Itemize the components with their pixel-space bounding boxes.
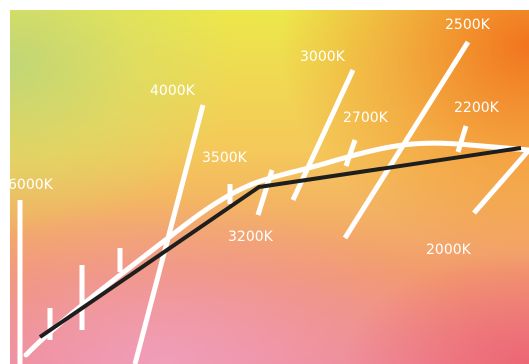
isotherm-2500k	[342, 40, 471, 240]
label-6000k: 6000K	[8, 177, 54, 193]
label-3000k: 3000K	[300, 49, 346, 65]
isotherm-2000k	[472, 148, 529, 215]
source-line	[38, 146, 522, 339]
label-2200k: 2200K	[454, 100, 500, 116]
isotherm-3000k	[290, 68, 356, 202]
label-4000k: 4000K	[150, 83, 196, 99]
label-3500k: 3500K	[202, 150, 248, 166]
locus-tick	[255, 169, 275, 216]
label-2000k: 2000K	[426, 242, 472, 258]
locus-tick	[455, 125, 469, 153]
label-3200k: 3200K	[228, 229, 274, 245]
label-2700k: 2700K	[343, 110, 389, 126]
locus-tick	[343, 139, 358, 167]
isotherm-4000k	[132, 104, 206, 364]
label-2500k: 2500K	[445, 17, 491, 33]
